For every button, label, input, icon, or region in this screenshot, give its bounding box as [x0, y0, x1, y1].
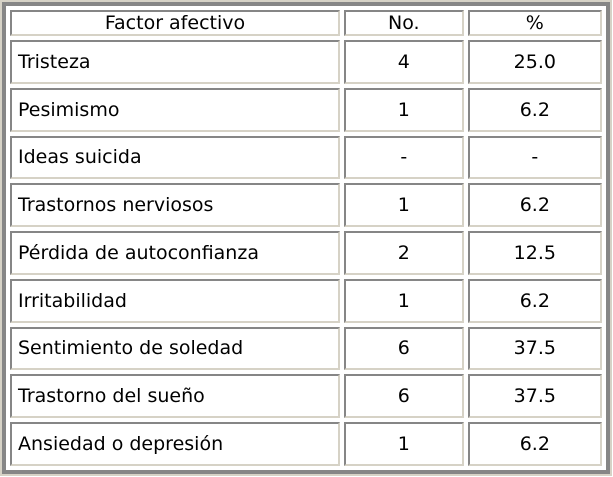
cell-factor: Pesimismo — [10, 87, 340, 132]
table-row: Trastornos nerviosos 1 6.2 — [10, 183, 602, 228]
cell-factor: Pérdida de autoconfianza — [10, 231, 340, 275]
cell-pct: 6.2 — [467, 183, 602, 228]
cell-factor: Irritabilidad — [10, 278, 340, 323]
cell-factor: Ansiedad o depresión — [10, 422, 340, 466]
table-row: Ideas suicida - - — [10, 135, 602, 180]
affective-factors-table: Factor afectivo No. % Tristeza 4 25.0 Pe… — [6, 6, 606, 470]
cell-no: 6 — [343, 326, 464, 371]
column-header-factor: Factor afectivo — [10, 10, 340, 36]
column-header-pct: % — [467, 10, 602, 36]
cell-pct: 6.2 — [467, 278, 602, 323]
header-row: Factor afectivo No. % — [10, 10, 602, 36]
cell-no: 1 — [343, 278, 464, 323]
cell-no: 6 — [343, 374, 464, 419]
table-row: Pesimismo 1 6.2 — [10, 87, 602, 132]
cell-pct: 25.0 — [467, 40, 602, 84]
cell-no: 1 — [343, 422, 464, 466]
table-row: Sentimiento de soledad 6 37.5 — [10, 326, 602, 371]
cell-no: 2 — [343, 231, 464, 275]
table-row: Trastorno del sueño 6 37.5 — [10, 374, 602, 419]
table-row: Irritabilidad 1 6.2 — [10, 278, 602, 323]
cell-no: - — [343, 135, 464, 180]
cell-pct: 37.5 — [467, 326, 602, 371]
cell-factor: Ideas suicida — [10, 135, 340, 180]
table-row: Tristeza 4 25.0 — [10, 40, 602, 84]
cell-pct: 6.2 — [467, 87, 602, 132]
cell-factor: Trastornos nerviosos — [10, 183, 340, 228]
cell-pct: 37.5 — [467, 374, 602, 419]
cell-pct: 6.2 — [467, 422, 602, 466]
cell-factor: Tristeza — [10, 40, 340, 84]
cell-pct: 12.5 — [467, 231, 602, 275]
cell-no: 1 — [343, 87, 464, 132]
cell-factor: Sentimiento de soledad — [10, 326, 340, 371]
column-header-no: No. — [343, 10, 464, 36]
table-row: Ansiedad o depresión 1 6.2 — [10, 422, 602, 466]
table-row: Pérdida de autoconfianza 2 12.5 — [10, 231, 602, 275]
cell-no: 1 — [343, 183, 464, 228]
cell-pct: - — [467, 135, 602, 180]
cell-no: 4 — [343, 40, 464, 84]
cell-factor: Trastorno del sueño — [10, 374, 340, 419]
